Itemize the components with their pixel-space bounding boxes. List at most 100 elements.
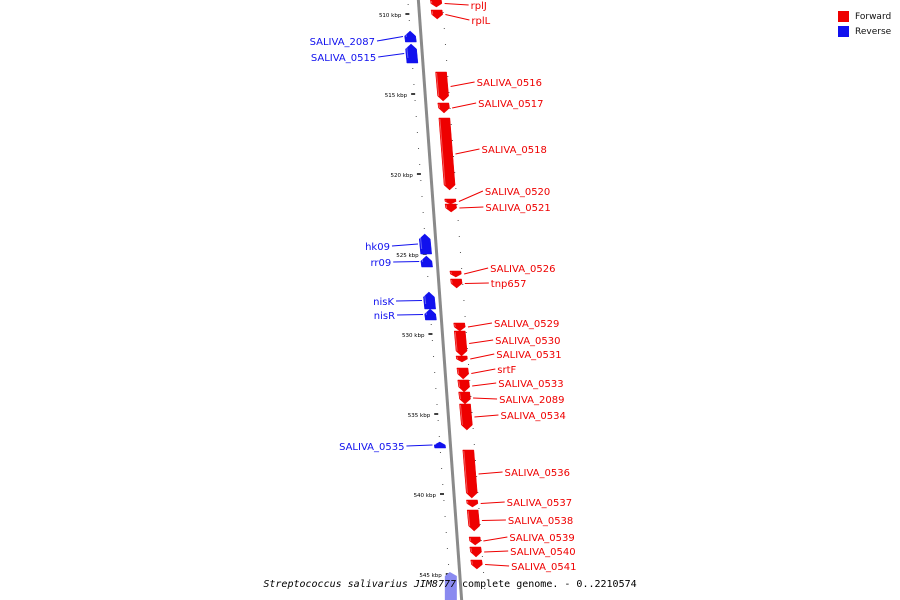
gene-saliva-2089 — [458, 391, 471, 405]
label-leader — [470, 353, 495, 360]
label-leader — [452, 102, 477, 109]
gene-highlight — [425, 309, 427, 316]
ruler-dot — [449, 108, 451, 109]
ruler-dot — [471, 412, 473, 413]
ruler-dot — [473, 444, 475, 445]
gene-highlight — [423, 292, 427, 305]
gene-saliva-0540 — [469, 546, 482, 558]
gene-highlight — [439, 118, 446, 186]
legend: Forward Reverse — [838, 9, 891, 39]
gene-label: rr09 — [370, 258, 391, 269]
ruler-dot — [431, 340, 433, 341]
label-leader — [444, 3, 469, 6]
label-leader — [469, 339, 494, 344]
gene-label: SALIVA_0536 — [505, 468, 570, 479]
gene-highlight — [445, 204, 448, 209]
gene-saliva-2087 — [404, 30, 417, 43]
ruler-dot — [439, 452, 441, 453]
gene-nisr — [424, 308, 437, 321]
ruler-dot — [433, 356, 435, 357]
legend-item-reverse: Reverse — [838, 24, 891, 39]
ruler-dot — [472, 428, 474, 429]
gene-srtf — [456, 367, 469, 380]
ruler-tick-label: 525 kbp — [396, 253, 419, 259]
ruler-dot — [456, 204, 458, 205]
gene-rplj — [430, 0, 443, 8]
gene-label: SALIVA_0515 — [311, 53, 376, 64]
ruler-dot — [437, 420, 439, 421]
ruler-dot — [436, 404, 438, 405]
ruler-dot — [463, 300, 465, 301]
label-leader — [467, 322, 493, 328]
gene-highlight — [430, 0, 433, 4]
ruler-tick-label: 530 kbp — [402, 333, 425, 339]
forward-swatch — [838, 11, 849, 22]
legend-label-forward: Forward — [855, 11, 892, 22]
gene-highlight — [471, 560, 473, 565]
ruler-dot — [479, 524, 481, 525]
label-leader — [478, 471, 503, 475]
label-leader — [483, 536, 508, 542]
gene-label: SALIVA_0541 — [511, 562, 576, 573]
ruler-dot — [422, 212, 424, 213]
gene-saliva-0516 — [435, 71, 449, 102]
gene-label: SALIVA_0540 — [510, 547, 575, 558]
gene-highlight — [457, 368, 460, 375]
ruler-dot — [461, 268, 463, 269]
gene-rr09 — [420, 255, 433, 268]
gene-label: rplL — [471, 16, 490, 27]
ruler-dot — [416, 132, 418, 133]
ruler-dot — [474, 460, 476, 461]
label-leader — [485, 564, 510, 567]
ruler-dot — [419, 164, 421, 165]
label-leader — [484, 550, 509, 553]
reverse-swatch — [838, 26, 849, 37]
gene-label: hk09 — [365, 242, 390, 253]
ruler-dot — [448, 92, 450, 93]
label-leader — [406, 444, 433, 447]
gene-hk09 — [418, 233, 432, 255]
ruler-dot — [478, 508, 480, 509]
ruler-dot — [444, 516, 446, 517]
gene-label: SALIVA_0539 — [509, 533, 574, 544]
gene-label: SALIVA_0534 — [500, 411, 565, 422]
gene-saliva-0531 — [455, 355, 468, 363]
gene-saliva-0530 — [453, 330, 468, 357]
gene-label: SALIVA_0526 — [490, 264, 555, 275]
ruler-dot — [414, 100, 416, 101]
ruler-dot — [415, 116, 417, 117]
gene-highlight — [463, 450, 468, 494]
ruler-dot — [444, 44, 446, 45]
gene-highlight — [458, 380, 461, 388]
ruler-dot — [451, 140, 453, 141]
gene-label: SALIVA_0521 — [485, 203, 550, 214]
ruler-dot — [446, 60, 448, 61]
ruler-dot — [466, 348, 468, 349]
gene-saliva-0517 — [437, 102, 450, 114]
ruler-dot — [447, 76, 449, 77]
ruler-tick-label: 510 kbp — [379, 13, 402, 19]
gene-features — [404, 0, 483, 600]
ruler-dot — [438, 436, 440, 437]
gene-label: SALIVA_0520 — [485, 187, 550, 198]
ruler-dot — [481, 556, 483, 557]
legend-item-forward: Forward — [838, 9, 891, 24]
ruler-dot — [455, 188, 457, 189]
gene-label: SALIVA_0518 — [481, 145, 546, 156]
ruler-dot — [480, 540, 482, 541]
label-leader — [378, 53, 405, 58]
label-leader — [481, 519, 506, 521]
gene-label: srtF — [497, 365, 516, 376]
label-leader — [464, 282, 489, 284]
label-leader — [376, 36, 404, 42]
ruler-dot — [418, 148, 420, 149]
ruler-dot — [448, 564, 450, 565]
ruler-dot — [413, 84, 415, 85]
label-leader — [464, 267, 489, 275]
ruler-dot — [430, 324, 432, 325]
gene-label: SALIVA_0530 — [495, 336, 560, 347]
gene-saliva-0526 — [449, 270, 462, 278]
ruler-dot — [462, 284, 464, 285]
ruler-dot — [427, 276, 429, 277]
